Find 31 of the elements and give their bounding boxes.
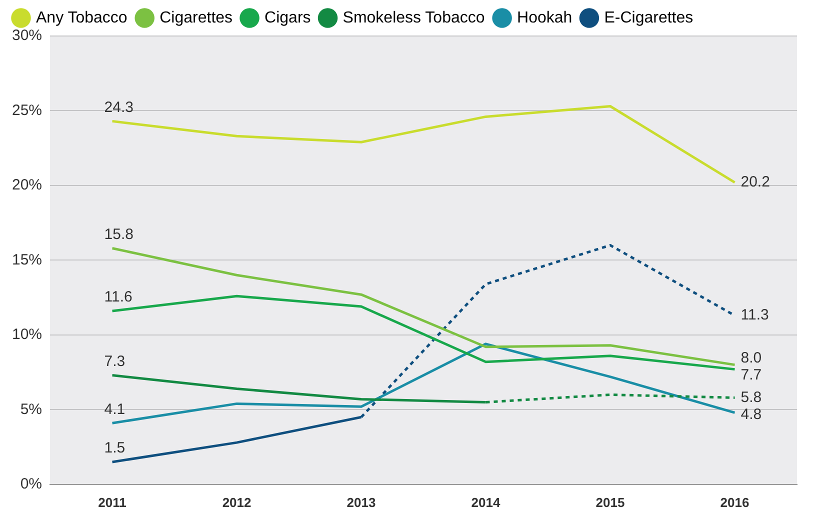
y-tick-label: 25% <box>12 102 42 119</box>
data-label: 15.8 <box>104 226 134 243</box>
legend-label: Smokeless Tobacco <box>342 9 485 26</box>
y-tick-label: 10% <box>12 326 42 344</box>
x-tick-label: 2016 <box>720 494 750 510</box>
legend-label: Cigars <box>264 9 311 26</box>
legend-label: E-Cigarettes <box>604 9 694 26</box>
data-label: 8.0 <box>740 350 762 367</box>
data-label: 7.7 <box>740 366 762 384</box>
data-label: 11.6 <box>104 288 132 306</box>
legend-label: Hookah <box>517 9 572 26</box>
y-tick-label: 30% <box>12 27 42 44</box>
data-label: 7.3 <box>104 352 126 370</box>
y-tick-label: 15% <box>12 251 42 268</box>
x-tick-label: 2015 <box>596 494 625 510</box>
y-tick-label: 20% <box>12 176 42 194</box>
y-tick-label: 0% <box>20 476 42 493</box>
x-tick-label: 2012 <box>222 494 252 510</box>
data-label: 4.8 <box>740 406 762 423</box>
data-label: 20.2 <box>740 174 770 191</box>
data-label: 24.3 <box>104 98 134 116</box>
legend-label: Any Tobacco <box>36 9 128 26</box>
data-label: 11.3 <box>740 306 769 324</box>
x-tick-label: 2014 <box>471 494 501 510</box>
x-tick-label: 2013 <box>346 494 376 510</box>
y-tick-label: 5% <box>20 400 42 418</box>
data-label: 5.8 <box>740 388 762 406</box>
data-label: 4.1 <box>104 400 126 418</box>
x-tick-label: 2011 <box>98 494 126 510</box>
data-label: 1.5 <box>104 440 126 457</box>
legend-label: Cigarettes <box>160 9 233 26</box>
